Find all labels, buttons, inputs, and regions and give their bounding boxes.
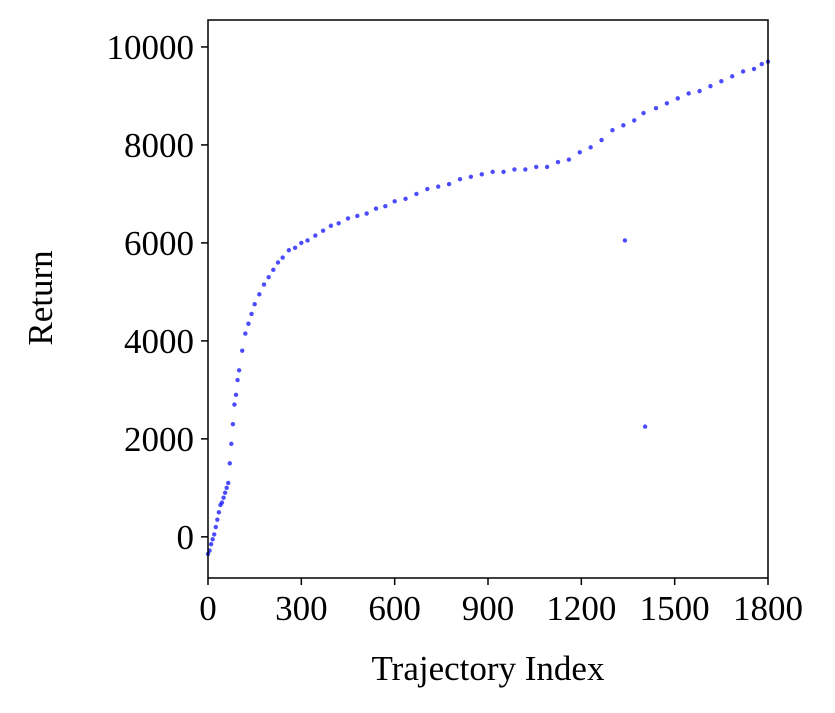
point — [479, 172, 484, 177]
point — [252, 301, 257, 307]
point — [261, 282, 267, 287]
plot-frame — [207, 19, 769, 579]
point — [299, 240, 304, 246]
x-tick-label: 900 — [462, 589, 515, 628]
point — [730, 74, 735, 79]
point — [215, 517, 220, 522]
x-tick-label: 1800 — [733, 589, 803, 628]
point — [286, 248, 292, 253]
point — [577, 150, 582, 155]
point — [336, 221, 341, 226]
point — [373, 206, 379, 211]
point — [213, 524, 218, 530]
point — [403, 196, 408, 202]
point — [468, 174, 474, 179]
point — [271, 267, 276, 273]
point — [599, 137, 604, 143]
point — [313, 233, 318, 238]
point — [328, 223, 334, 228]
point — [675, 96, 680, 101]
point — [355, 213, 360, 219]
point — [501, 169, 506, 175]
point — [226, 480, 231, 486]
x-tick-label: 300 — [275, 589, 328, 628]
point — [210, 537, 215, 542]
point — [641, 110, 646, 116]
y-tick-label: 2000 — [124, 420, 194, 459]
point — [383, 203, 388, 209]
x-tick-label: 600 — [368, 589, 421, 628]
point — [229, 441, 234, 446]
y-tick-label: 4000 — [124, 322, 194, 361]
point — [266, 274, 271, 280]
point — [235, 377, 240, 383]
point — [555, 159, 561, 165]
point — [243, 331, 248, 336]
point — [292, 245, 298, 251]
point — [224, 485, 229, 491]
point — [232, 402, 237, 407]
point — [414, 191, 419, 197]
x-tick-label: 1200 — [546, 589, 616, 628]
point — [436, 184, 441, 189]
point — [275, 260, 281, 265]
x-tick-label: 1500 — [640, 589, 710, 628]
point — [236, 368, 242, 373]
point — [364, 211, 369, 216]
y-axis-label: Return — [21, 250, 60, 345]
point — [257, 292, 262, 297]
point — [305, 238, 310, 243]
y-tick-label: 6000 — [124, 224, 194, 263]
y-tick-label: 8000 — [124, 126, 194, 165]
point — [534, 164, 539, 170]
point — [216, 510, 222, 515]
point — [544, 164, 550, 170]
point — [249, 311, 254, 317]
point — [221, 495, 226, 500]
point — [622, 238, 628, 243]
point — [621, 123, 626, 128]
point — [425, 186, 430, 192]
point — [208, 541, 214, 547]
point — [588, 145, 593, 150]
point — [708, 83, 713, 89]
point — [392, 199, 397, 204]
point — [219, 500, 225, 505]
point — [759, 61, 764, 67]
point — [457, 177, 463, 182]
point — [686, 91, 691, 96]
point — [233, 392, 239, 397]
point — [632, 118, 637, 123]
point — [490, 169, 495, 175]
point — [320, 228, 326, 233]
point — [227, 461, 232, 466]
point — [653, 105, 659, 111]
point — [719, 79, 724, 84]
point — [642, 424, 648, 429]
point — [280, 255, 285, 260]
point — [212, 532, 217, 537]
point — [230, 421, 236, 427]
point — [446, 181, 452, 187]
point — [697, 88, 702, 94]
point — [664, 101, 670, 106]
point — [222, 490, 228, 495]
point — [566, 157, 572, 162]
x-tick-label: 0 — [199, 589, 217, 628]
point — [512, 167, 517, 172]
y-tick-label: 0 — [177, 518, 195, 557]
point — [240, 348, 245, 353]
point — [740, 69, 746, 74]
x-axis-label: Trajectory Index — [372, 649, 605, 688]
point — [610, 128, 615, 133]
point — [523, 167, 528, 172]
point — [246, 321, 251, 326]
point — [751, 66, 757, 72]
y-tick-label: 10000 — [107, 28, 195, 67]
point — [345, 216, 351, 221]
